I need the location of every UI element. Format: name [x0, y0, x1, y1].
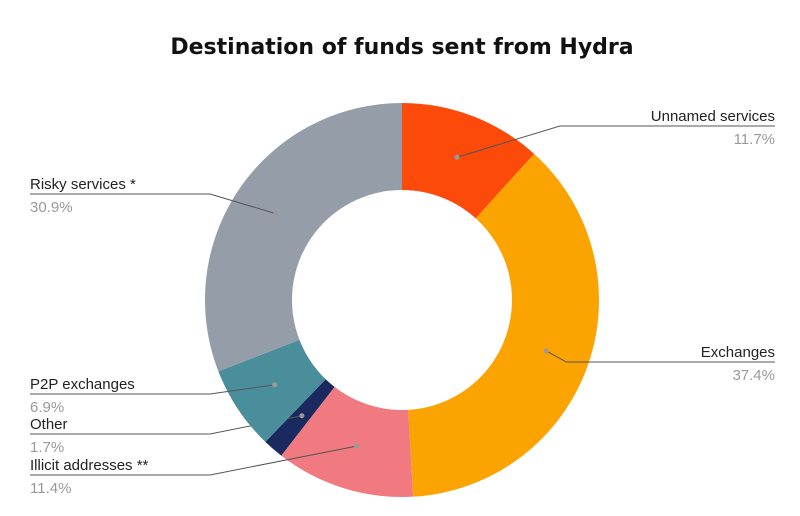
donut-slice [218, 339, 326, 442]
slice-label: Illicit addresses ** [30, 457, 149, 474]
donut-slice [265, 379, 335, 456]
slice-label: Unnamed services [651, 108, 775, 125]
slice-value-label: 30.9% [30, 199, 73, 216]
slice-value-label: 6.9% [30, 399, 64, 416]
slice-value-label: 11.4% [30, 480, 71, 497]
leader-dot [299, 413, 305, 419]
leader-line [30, 193, 276, 215]
slice-value-label: 11.7% [734, 131, 775, 148]
leader-line [30, 384, 275, 395]
donut-slice [281, 386, 414, 497]
leader-dot [272, 382, 278, 388]
slice-label: Other [30, 416, 68, 433]
leader-line [456, 125, 775, 158]
leader-dot [273, 211, 279, 217]
slice-value-label: 37.4% [732, 367, 775, 384]
leader-dot [543, 348, 549, 354]
leader-line [546, 350, 775, 363]
leader-dot [454, 154, 460, 160]
slice-label: Risky services * [30, 176, 136, 193]
donut-slice [408, 153, 599, 497]
chart-title: Destination of funds sent from Hydra [170, 35, 633, 60]
slice-label: P2P exchanges [30, 376, 135, 393]
slice-value-label: 1.7% [30, 439, 64, 456]
donut-slice [204, 103, 402, 372]
leader-line [30, 445, 357, 476]
slice-label: Exchanges [701, 344, 775, 361]
leader-dot [354, 443, 360, 449]
donut-slice [402, 103, 535, 219]
